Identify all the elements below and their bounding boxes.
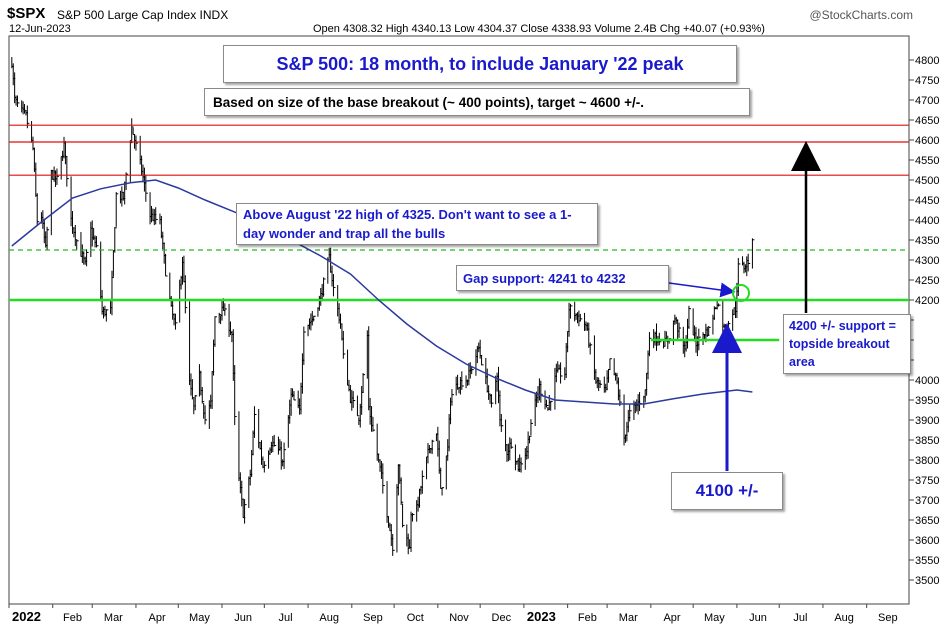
y-tick-label: 4700 (915, 95, 939, 107)
y-tick-label: 4350 (915, 235, 939, 247)
y-tick-label: 4750 (915, 75, 939, 87)
chart-title-box: S&P 500: 18 month, to include January '2… (223, 45, 737, 83)
x-tick-label: Aug (834, 612, 854, 624)
ohlc-readout: Open 4308.32 High 4340.13 Low 4304.37 Cl… (313, 23, 765, 35)
y-axis: 3500 3550 3600 3650 3700 3750 3800 3850 3900 3950… (909, 55, 939, 587)
x-tick-label: Nov (449, 612, 469, 624)
x-tick-label: May (189, 612, 210, 624)
horizontal-levels (9, 124, 909, 342)
chart-overlays (668, 141, 821, 471)
gap-circle (732, 284, 750, 302)
target-note-box: Based on size of the base breakout (~ 40… (204, 88, 750, 116)
x-tick-label: Mar (104, 612, 123, 624)
symbol-label: $SPX (7, 5, 46, 22)
support-4200-note-box: 4200 +/- support = topside breakout area (783, 314, 911, 374)
y-tick-label: 4400 (915, 215, 939, 227)
y-tick-label: 4650 (915, 115, 939, 127)
x-tick-label: Sep (878, 612, 898, 624)
y-tick-label: 3700 (915, 495, 939, 507)
moving-average-line (11, 179, 753, 405)
x-tick-label: Sep (363, 612, 383, 624)
x-axis: 2022 Feb Mar Apr May Jun Jul Aug Sep Oct Nov Dec 202… (8, 604, 898, 624)
y-tick-label: 4250 (915, 275, 939, 287)
y-tick-label: 4200 (915, 295, 939, 307)
chart-header: $SPX S&P 500 Large Cap Index INDX 12-Jun… (0, 0, 951, 36)
y-tick-label: 4800 (915, 55, 939, 67)
x-tick-label: May (704, 612, 725, 624)
y-tick-label: 3650 (915, 515, 939, 527)
y-tick-label: 4500 (915, 175, 939, 187)
y-tick-label: 4000 (915, 375, 939, 387)
ohlc-bars (11, 57, 755, 556)
y-tick-label: 3500 (915, 575, 939, 587)
y-tick-label: 4550 (915, 155, 939, 167)
y-tick-label: 4600 (915, 135, 939, 147)
x-tick-label: Jul (278, 612, 292, 624)
y-tick-label: 4450 (915, 195, 939, 207)
august-high-note-box: Above August '22 high of 4325. Don't wan… (236, 203, 598, 245)
y-tick-label: 3900 (915, 415, 939, 427)
plot-frame (8, 35, 910, 605)
index-name: S&P 500 Large Cap Index INDX (57, 8, 229, 22)
x-tick-label: Jun (749, 612, 767, 624)
x-tick-label: Oct (407, 612, 424, 624)
stockcharts-brand: @StockCharts.com (809, 8, 913, 22)
gap-support-note-box: Gap support: 4241 to 4232 (456, 265, 669, 291)
x-tick-label: Feb (578, 612, 597, 624)
x-tick-label: Dec (492, 612, 512, 624)
y-tick-label: 3850 (915, 435, 939, 447)
y-tick-label: 3950 (915, 395, 939, 407)
x-tick-label: Jun (234, 612, 252, 624)
y-tick-label: 4300 (915, 255, 939, 267)
x-tick-label: Aug (319, 612, 339, 624)
x-tick-label: Apr (663, 612, 680, 624)
x-tick-label: Mar (619, 612, 638, 624)
y-tick-label: 3750 (915, 475, 939, 487)
date-label: 12-Jun-2023 (9, 23, 71, 35)
y-tick-label: 3600 (915, 535, 939, 547)
x-tick-label: Jul (793, 612, 807, 624)
x-tick-label: 2023 (527, 609, 556, 624)
x-tick-label: 2022 (12, 609, 41, 624)
x-tick-label: Feb (63, 612, 82, 624)
gap-arrow (668, 282, 736, 298)
y-tick-label: 3550 (915, 555, 939, 567)
support-4100-note-box: 4100 +/- (671, 472, 783, 510)
x-tick-label: Apr (149, 612, 166, 624)
y-tick-label: 3800 (915, 455, 939, 467)
